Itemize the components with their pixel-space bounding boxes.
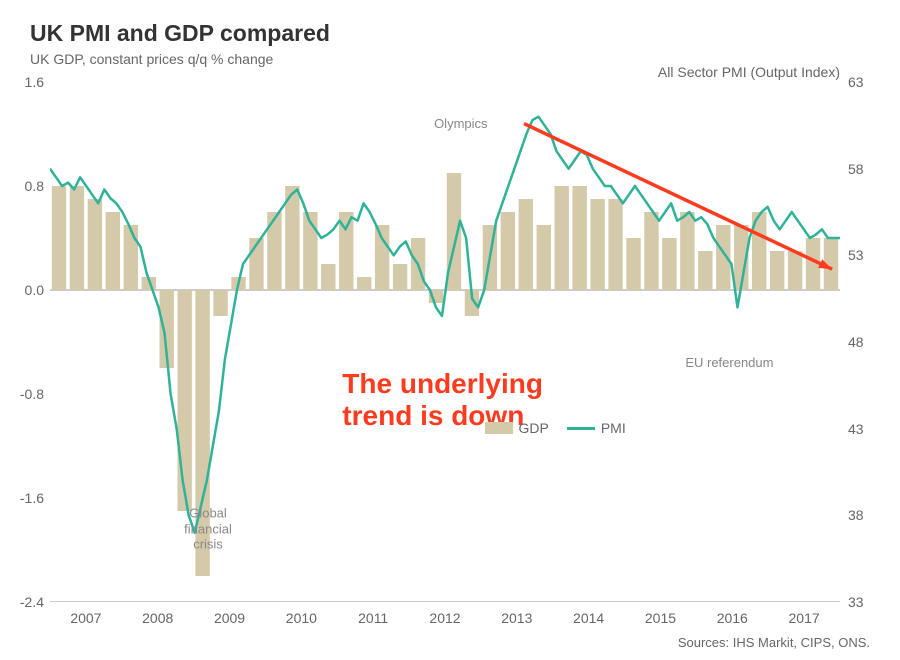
y-right-tick-label: 33 — [848, 594, 864, 610]
gdp-bar — [357, 277, 371, 290]
x-tick-label: 2010 — [286, 610, 317, 626]
x-tick-label: 2009 — [214, 610, 245, 626]
sources-text: Sources: IHS Markit, CIPS, ONS. — [678, 635, 870, 650]
x-tick-label: 2013 — [501, 610, 532, 626]
legend: GDP PMI — [485, 420, 626, 436]
gdp-bar — [572, 186, 586, 290]
y-left-tick-label: -1.6 — [20, 490, 44, 506]
gdp-bar — [770, 251, 784, 290]
gdp-bar — [375, 225, 389, 290]
chart-title: UK PMI and GDP compared — [30, 20, 870, 47]
gdp-bar — [124, 225, 138, 290]
gdp-bar — [501, 212, 515, 290]
x-tick-label: 2017 — [789, 610, 820, 626]
gdp-bar — [680, 212, 694, 290]
gdp-bar — [626, 238, 640, 290]
legend-swatch-icon — [485, 422, 513, 434]
right-subtitle: All Sector PMI (Output Index) — [658, 64, 840, 80]
gdp-bar — [70, 186, 84, 290]
x-tick-label: 2014 — [573, 610, 604, 626]
y-left-tick-label: 0.8 — [25, 178, 44, 194]
x-tick-label: 2016 — [717, 610, 748, 626]
gdp-bar — [644, 212, 658, 290]
gdp-bar — [662, 238, 676, 290]
x-tick-label: 2012 — [429, 610, 460, 626]
gdp-bar — [608, 199, 622, 290]
chart-container: UK PMI and GDP compared UK GDP, constant… — [30, 20, 870, 620]
chart-annotation: Globalfinancialcrisis — [184, 506, 232, 553]
gdp-bar — [213, 290, 227, 316]
y-right-tick-label: 43 — [848, 421, 864, 437]
x-tick-label: 2015 — [645, 610, 676, 626]
y-left-tick-label: 0.0 — [25, 282, 44, 298]
gdp-bar — [555, 186, 569, 290]
chart-annotation: Olympics — [434, 116, 487, 132]
legend-gdp-label: GDP — [519, 420, 549, 436]
gdp-bar — [788, 251, 802, 290]
gdp-bar — [177, 290, 191, 511]
y-right-tick-label: 63 — [848, 74, 864, 90]
gdp-bar — [106, 212, 120, 290]
chart-svg — [50, 82, 840, 602]
gdp-bar — [590, 199, 604, 290]
y-right-tick-label: 48 — [848, 334, 864, 350]
gdp-bar — [52, 186, 66, 290]
trend-arrow — [524, 124, 832, 270]
y-left-tick-label: 1.6 — [25, 74, 44, 90]
gdp-bar — [698, 251, 712, 290]
gdp-bar — [321, 264, 335, 290]
gdp-bar — [537, 225, 551, 290]
y-right-tick-label: 53 — [848, 247, 864, 263]
x-tick-label: 2008 — [142, 610, 173, 626]
y-left-tick-label: -2.4 — [20, 594, 44, 610]
gdp-bar — [267, 212, 281, 290]
legend-pmi-label: PMI — [601, 420, 626, 436]
x-tick-label: 2007 — [70, 610, 101, 626]
legend-pmi: PMI — [567, 420, 626, 436]
gdp-bar — [88, 199, 102, 290]
gdp-bar — [519, 199, 533, 290]
plot-area: -2.4-1.6-0.80.00.81.63338434853586320072… — [50, 82, 840, 602]
legend-gdp: GDP — [485, 420, 549, 436]
gdp-bar — [393, 264, 407, 290]
y-left-tick-label: -0.8 — [20, 386, 44, 402]
y-right-tick-label: 58 — [848, 161, 864, 177]
x-tick-label: 2011 — [358, 610, 388, 626]
chart-annotation: EU referendum — [685, 355, 773, 371]
legend-line-icon — [567, 427, 595, 430]
y-right-tick-label: 38 — [848, 507, 864, 523]
